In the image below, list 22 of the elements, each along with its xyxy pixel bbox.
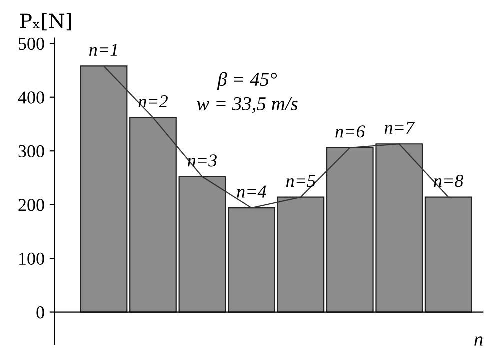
x-tick-label: n=2 [138, 96, 168, 108]
annotation: β = 45° [217, 72, 278, 90]
x-tick-label: n=8 [434, 175, 464, 188]
y-tick-label: 200 [18, 199, 44, 212]
y-tick-label: 500 [19, 38, 44, 50]
bar [178, 176, 226, 313]
x-tick-label: n=5 [286, 175, 316, 188]
y-tick-label: 100 [20, 252, 44, 265]
annotation: w = 33,5 m/s [197, 97, 298, 114]
bar [424, 196, 472, 313]
y-tick-label: 300 [18, 145, 44, 158]
y-tick-label: 0 [36, 306, 44, 319]
x-axis-title: n [474, 336, 483, 346]
y-tick-label: 400 [18, 92, 44, 104]
bar [130, 117, 177, 313]
x-tick-label: n=3 [188, 154, 217, 167]
x-tick-label: n=7 [384, 122, 416, 134]
x-tick-label: n=1 [90, 44, 118, 56]
bar [80, 66, 128, 313]
x-tick-label: n=4 [237, 186, 266, 198]
y-axis-title: Pₓ[N] [20, 13, 72, 31]
x-tick-label: n=6 [336, 126, 366, 138]
